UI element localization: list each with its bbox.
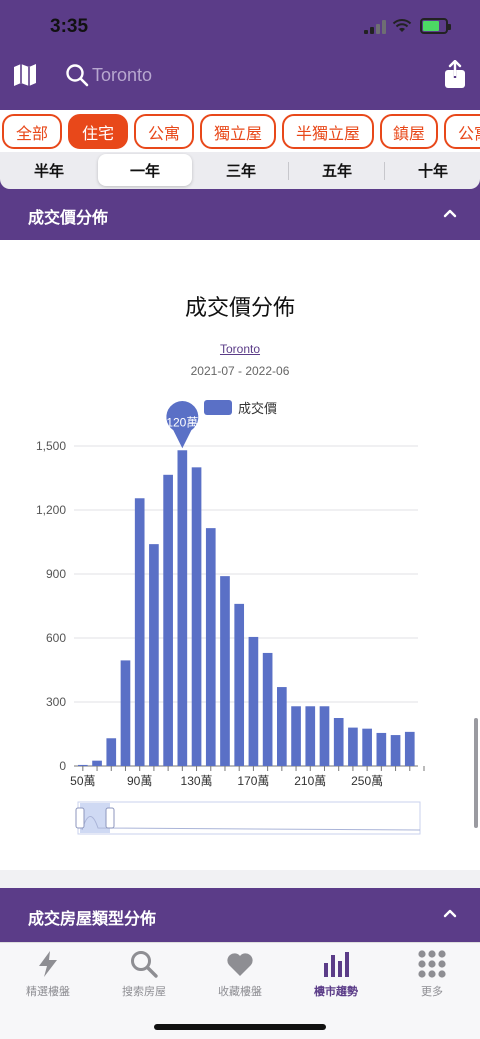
period-three-years[interactable]: 三年 bbox=[225, 161, 256, 180]
tab-label: 搜索房屋 bbox=[122, 985, 166, 998]
battery-icon bbox=[420, 18, 451, 34]
home-indicator bbox=[154, 1024, 326, 1030]
bar bbox=[78, 764, 88, 766]
max-marker-pin bbox=[166, 401, 199, 449]
period-selector-wrap: 半年 一年 三年 五年 十年 bbox=[0, 152, 480, 192]
period-selector: 半年 一年 三年 五年 十年 bbox=[0, 152, 480, 189]
bar bbox=[262, 652, 273, 766]
x-tick-label: 210萬 bbox=[294, 774, 326, 788]
section-gap bbox=[0, 870, 480, 888]
bar bbox=[234, 603, 245, 766]
cellular-signal-icon bbox=[364, 20, 386, 34]
price-distribution-chart: 成交價 0 300 600 900 1,200 1,500 50萬 90萬 130萬 170萬 210… bbox=[36, 400, 425, 835]
y-tick-label: 600 bbox=[46, 631, 66, 645]
chevron-up-icon[interactable] bbox=[442, 205, 458, 221]
search-icon bbox=[66, 64, 89, 87]
section-header-price-distribution[interactable]: 成交價分佈 bbox=[0, 190, 480, 240]
tab-search[interactable]: 搜索房屋 bbox=[96, 949, 192, 1009]
bar bbox=[149, 544, 159, 766]
chart-title: 成交價分佈 bbox=[184, 296, 295, 321]
zoom-slider-handle-left[interactable] bbox=[75, 807, 85, 829]
bar bbox=[120, 660, 131, 766]
bar bbox=[191, 467, 202, 766]
x-tick-label: 170萬 bbox=[237, 774, 269, 788]
search-bar[interactable] bbox=[62, 56, 422, 94]
bar bbox=[163, 474, 173, 766]
period-half-year[interactable]: 半年 bbox=[33, 161, 64, 180]
period-ten-years[interactable]: 十年 bbox=[417, 161, 448, 180]
filter-chip-all[interactable]: 全部 bbox=[2, 114, 62, 149]
bar bbox=[106, 738, 117, 766]
x-tick-label: 90萬 bbox=[127, 774, 152, 788]
bar bbox=[390, 735, 401, 766]
grid-dots-icon bbox=[418, 950, 446, 978]
tab-featured[interactable]: 精選樓盤 bbox=[0, 949, 96, 1009]
bar bbox=[248, 636, 259, 766]
filter-chip-townhouse[interactable]: 鎮屋 bbox=[380, 114, 438, 149]
bar bbox=[362, 728, 372, 766]
legend-label: 成交價 bbox=[238, 401, 277, 416]
heart-icon bbox=[227, 953, 253, 976]
section-title: 成交價分佈 bbox=[28, 208, 109, 227]
tab-label: 更多 bbox=[421, 985, 443, 998]
tab-label: 收藏樓盤 bbox=[218, 985, 262, 998]
bar bbox=[319, 706, 330, 766]
segment-divider bbox=[288, 162, 289, 180]
tab-label: 樓市趨勢 bbox=[314, 985, 358, 998]
bar bbox=[92, 760, 102, 766]
y-tick-label: 300 bbox=[46, 695, 66, 709]
y-tick-label: 900 bbox=[46, 567, 66, 581]
bar bbox=[177, 450, 188, 766]
bottom-tab-bar: 精選樓盤 搜索房屋 收藏樓盤 樓市趨勢 更多 bbox=[0, 942, 480, 1039]
bar bbox=[291, 706, 301, 766]
tab-more[interactable]: 更多 bbox=[384, 949, 480, 1009]
max-marker-label: 120萬 bbox=[166, 415, 198, 429]
bar bbox=[376, 732, 387, 766]
filter-chip-condo-2[interactable]: 公寓 bbox=[444, 114, 480, 149]
map-icon[interactable] bbox=[12, 62, 38, 88]
filter-chip-condo[interactable]: 公寓 bbox=[134, 114, 194, 149]
bar bbox=[348, 727, 358, 766]
bar bbox=[277, 687, 287, 766]
bar-chart-icon bbox=[324, 952, 349, 977]
legend-swatch bbox=[204, 400, 232, 415]
section-title: 成交房屋類型分佈 bbox=[28, 909, 157, 928]
scrollbar[interactable] bbox=[474, 718, 478, 828]
tab-label: 精選樓盤 bbox=[26, 985, 70, 998]
filter-chip-residential[interactable]: 住宅 bbox=[68, 114, 128, 149]
chart-date-range: 2021-07 - 2022-06 bbox=[190, 364, 290, 378]
bolt-icon bbox=[39, 951, 57, 977]
filter-chip-semi-detached[interactable]: 半獨立屋 bbox=[282, 114, 374, 149]
app-header: 3:35 bbox=[0, 0, 480, 110]
period-five-years[interactable]: 五年 bbox=[321, 161, 352, 180]
bar bbox=[134, 498, 145, 766]
x-tick-label: 250萬 bbox=[351, 774, 383, 788]
bar bbox=[205, 528, 216, 766]
wifi-icon bbox=[392, 19, 412, 32]
chart-city-link[interactable]: Toronto bbox=[219, 342, 261, 356]
bar bbox=[333, 718, 344, 766]
period-one-year[interactable]: 一年 bbox=[98, 154, 192, 186]
search-icon bbox=[131, 951, 158, 978]
segment-divider bbox=[384, 162, 385, 180]
chevron-up-icon[interactable] bbox=[442, 905, 458, 921]
share-icon[interactable] bbox=[442, 60, 468, 90]
bar bbox=[220, 576, 230, 766]
y-tick-label: 1,200 bbox=[36, 503, 66, 517]
filter-chip-detached[interactable]: 獨立屋 bbox=[200, 114, 276, 149]
bar bbox=[305, 706, 316, 766]
property-type-filter: 全部 住宅 公寓 獨立屋 半獨立屋 鎮屋 公寓 bbox=[0, 112, 480, 152]
chart-panel: 成交價分佈 Toronto 2021-07 - 2022-06 成交價 0 300 6… bbox=[0, 240, 480, 870]
y-tick-label: 0 bbox=[59, 759, 66, 773]
y-tick-label: 1,500 bbox=[36, 439, 66, 453]
section-header-property-type[interactable]: 成交房屋類型分佈 bbox=[0, 888, 480, 942]
tab-favorites[interactable]: 收藏樓盤 bbox=[192, 949, 288, 1009]
tab-market-trends[interactable]: 樓市趨勢 bbox=[288, 949, 384, 1009]
zoom-slider-handle-right[interactable] bbox=[105, 807, 115, 829]
bar bbox=[404, 731, 415, 766]
status-time: 3:35 bbox=[50, 16, 89, 37]
search-input[interactable] bbox=[92, 60, 412, 90]
x-tick-label: 130萬 bbox=[181, 774, 213, 788]
x-tick-label: 50萬 bbox=[70, 774, 95, 788]
